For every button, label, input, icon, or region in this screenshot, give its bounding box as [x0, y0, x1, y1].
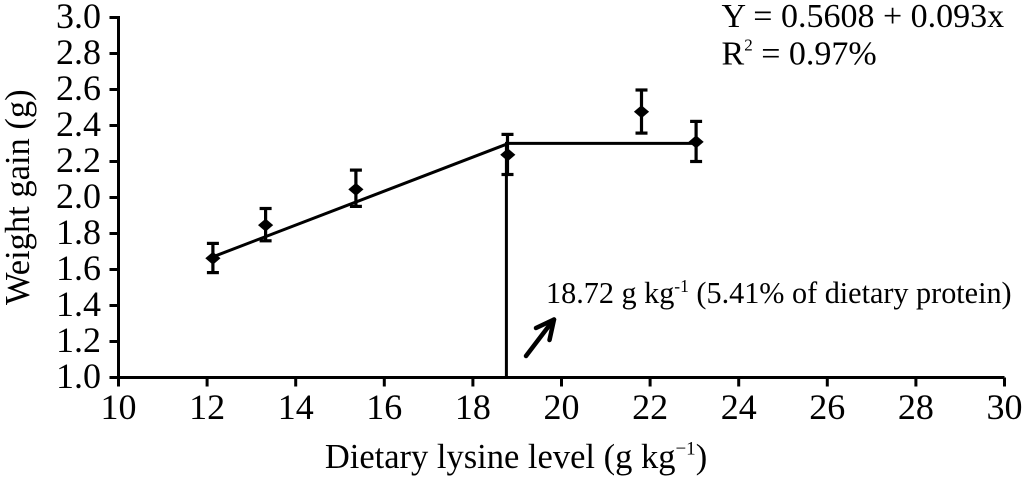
svg-text:2.2: 2.2: [56, 140, 101, 180]
svg-text:Y = 0.5608 + 0.093x: Y = 0.5608 + 0.093x: [722, 0, 1005, 35]
svg-text:2.6: 2.6: [56, 68, 101, 108]
svg-text:22: 22: [632, 387, 668, 427]
svg-text:1.2: 1.2: [56, 320, 101, 360]
svg-text:28: 28: [898, 387, 934, 427]
svg-text:1.0: 1.0: [56, 356, 101, 396]
svg-text:1.8: 1.8: [56, 212, 101, 252]
svg-text:1.4: 1.4: [56, 284, 101, 324]
svg-text:1.6: 1.6: [56, 248, 101, 288]
svg-text:R2 = 0.97%: R2 = 0.97%: [722, 35, 877, 72]
svg-text:26: 26: [809, 387, 845, 427]
svg-text:3.0: 3.0: [56, 0, 101, 36]
svg-text:24: 24: [721, 387, 757, 427]
svg-text:10: 10: [101, 387, 137, 427]
svg-text:20: 20: [544, 387, 580, 427]
svg-text:18: 18: [455, 387, 491, 427]
svg-text:14: 14: [278, 387, 314, 427]
svg-text:2.4: 2.4: [56, 104, 101, 144]
svg-text:18.72 g kg-1 (5.41% of dietary: 18.72 g kg-1 (5.41% of dietary protein): [546, 276, 1012, 310]
svg-text:Weight gain (g): Weight gain (g): [0, 89, 37, 305]
svg-text:Dietary lysine level (g kg−1): Dietary lysine level (g kg−1): [325, 438, 707, 476]
svg-text:30: 30: [987, 387, 1023, 427]
svg-text:16: 16: [366, 387, 402, 427]
svg-text:12: 12: [189, 387, 225, 427]
svg-text:2.8: 2.8: [56, 32, 101, 72]
svg-text:2.0: 2.0: [56, 176, 101, 216]
